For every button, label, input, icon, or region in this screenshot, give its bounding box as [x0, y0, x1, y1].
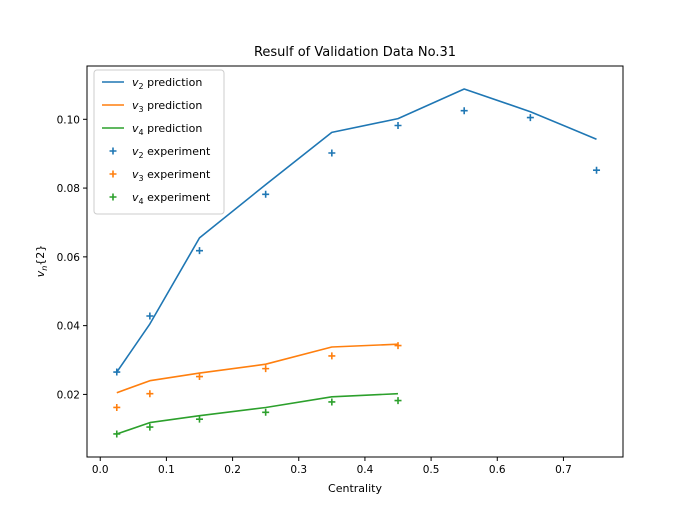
legend-item: v3 prediction	[102, 99, 202, 114]
legend-label: v4 prediction	[132, 122, 202, 137]
data-point	[262, 365, 270, 373]
series-line	[116, 88, 597, 373]
legend-item: v4 prediction	[102, 122, 202, 137]
data-point	[328, 398, 336, 406]
legend-marker-swatch	[109, 147, 117, 155]
data-point	[146, 423, 154, 431]
legend-box	[93, 69, 225, 215]
legend-label: v3 experiment	[132, 168, 211, 183]
series-v4-prediction	[116, 392, 399, 435]
legend-item: v4 experiment	[109, 191, 211, 206]
x-tick-label: 0.7	[555, 464, 572, 476]
legend-marker-swatch	[109, 170, 117, 178]
data-point	[526, 114, 534, 122]
legend-label: v2 prediction	[132, 76, 202, 91]
legend-item: v2 prediction	[102, 76, 202, 91]
data-point	[195, 247, 203, 255]
legend-label: v2 experiment	[132, 145, 211, 160]
data-point	[394, 397, 402, 405]
y-tick-label: 0.02	[57, 389, 80, 401]
chart-title: Resulf of Validation Data No.31	[254, 45, 456, 60]
data-point	[146, 312, 154, 320]
series-line	[116, 392, 399, 435]
data-point	[262, 190, 270, 198]
series-v3-prediction	[116, 343, 399, 394]
data-point	[394, 342, 402, 350]
data-point	[113, 403, 121, 411]
y-tick-label: 0.10	[57, 114, 80, 126]
series-v2-experiment	[113, 107, 601, 376]
x-tick-label: 0.6	[489, 464, 506, 476]
x-tick-label: 0.0	[92, 464, 109, 476]
legend-label: v4 experiment	[132, 191, 211, 206]
axes-frame	[86, 65, 624, 458]
data-point	[593, 166, 601, 174]
data-point	[262, 408, 270, 416]
y-axis: 0.02 0.04 0.06 0.08 0.10	[57, 114, 87, 401]
x-tick-label: 0.5	[423, 464, 440, 476]
y-tick-label: 0.04	[57, 321, 81, 333]
series-v2-prediction	[116, 88, 597, 373]
x-tick-label: 0.3	[290, 464, 307, 476]
x-tick-label: 0.4	[357, 464, 374, 476]
x-tick-label: 0.1	[158, 464, 175, 476]
data-point	[394, 121, 402, 129]
data-point	[195, 415, 203, 423]
data-point	[113, 368, 121, 376]
plot-area	[113, 88, 601, 438]
data-point	[195, 373, 203, 381]
legend-item: v2 experiment	[109, 145, 211, 160]
data-point	[460, 107, 468, 115]
data-point	[328, 352, 336, 360]
series-v4-experiment	[113, 397, 402, 438]
data-point	[328, 149, 336, 157]
x-tick-label: 0.2	[224, 464, 241, 476]
x-axis-label: Centrality	[328, 482, 382, 495]
data-point	[113, 430, 121, 438]
legend: v2 prediction v3 prediction v4 prediction v…	[93, 69, 225, 215]
y-axis-label: vn{2}	[34, 245, 49, 278]
legend-marker-swatch	[109, 193, 117, 201]
y-tick-label: 0.08	[57, 183, 80, 195]
series-v3-experiment	[113, 342, 402, 411]
data-point	[146, 390, 154, 398]
series-line	[116, 343, 399, 394]
legend-label: v3 prediction	[132, 99, 202, 114]
y-tick-label: 0.06	[57, 252, 81, 264]
legend-item: v3 experiment	[109, 168, 211, 183]
x-axis: 0.0 0.1 0.2 0.3 0.4 0.5 0.6 0.7	[92, 457, 572, 476]
